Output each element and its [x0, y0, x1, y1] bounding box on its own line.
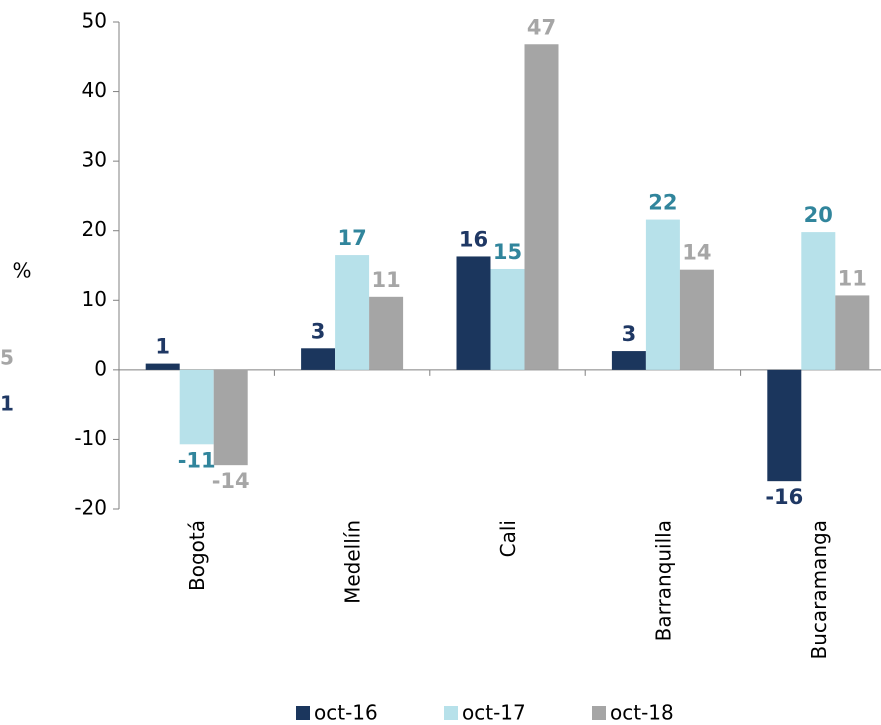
value-label: 14: [682, 241, 711, 265]
edge-label: 1: [0, 392, 14, 416]
legend-label: oct-17: [462, 701, 526, 725]
value-label: 16: [459, 227, 488, 251]
value-label: 3: [311, 319, 326, 343]
x-tick-label: Cali: [496, 520, 520, 557]
bar: [369, 296, 404, 370]
bar: [490, 268, 525, 370]
y-tick-label: 40: [82, 78, 107, 102]
x-tick-label: Bogotá: [185, 520, 209, 591]
value-label: 15: [493, 240, 522, 264]
y-tick-label: 20: [82, 217, 107, 241]
edge-label: 5: [0, 346, 14, 370]
value-label: 22: [648, 191, 677, 215]
value-label: 47: [527, 15, 556, 39]
bar: [679, 269, 714, 370]
value-label: 11: [371, 268, 400, 292]
bar: [301, 348, 336, 370]
bar: [456, 256, 491, 370]
y-tick-label: 10: [82, 287, 107, 311]
x-tick-label: Barranquilla: [651, 520, 675, 641]
bar: [213, 369, 248, 466]
bar: [179, 369, 214, 445]
value-label: 1: [155, 335, 170, 359]
legend-label: oct-18: [610, 701, 674, 725]
value-label: -11: [178, 448, 216, 472]
bar: [524, 44, 559, 370]
y-tick-label: -20: [74, 496, 107, 520]
value-label: 17: [337, 226, 366, 250]
legend-swatch: [444, 706, 458, 720]
value-label: 3: [622, 322, 637, 346]
value-label: 20: [804, 203, 833, 227]
y-tick-label: 0: [94, 356, 107, 380]
bar: [835, 295, 870, 370]
bar: [335, 255, 370, 370]
x-tick-label: Bucaramanga: [807, 520, 831, 660]
bar: [645, 219, 680, 370]
value-label: -16: [765, 485, 803, 509]
y-tick-label: 50: [82, 9, 107, 33]
value-label: -14: [212, 469, 250, 493]
bar: [767, 369, 802, 482]
bar: [145, 363, 180, 370]
bar: [801, 232, 836, 370]
y-axis-label: %: [12, 259, 31, 283]
legend-swatch: [592, 706, 606, 720]
value-label: 11: [838, 266, 867, 290]
y-tick-label: -10: [74, 426, 107, 450]
y-tick-label: 30: [82, 148, 107, 172]
x-tick-label: Medellín: [341, 520, 365, 604]
legend-swatch: [296, 706, 310, 720]
legend-label: oct-16: [314, 701, 378, 725]
bar: [611, 351, 646, 370]
